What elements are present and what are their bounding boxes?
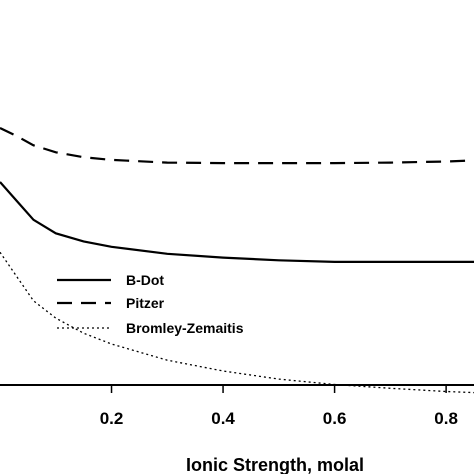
legend-label: Bromley-Zemaitis — [126, 320, 244, 336]
series-line-bromley-zemaitis — [0, 251, 474, 394]
x-tick-label: 0.4 — [211, 409, 235, 428]
series-line-b-dot — [0, 181, 474, 263]
x-tick-label: 0.2 — [100, 409, 124, 428]
x-tick-label: 0.8 — [434, 409, 458, 428]
series-layer — [0, 127, 474, 394]
x-tick-label: 0.6 — [323, 409, 347, 428]
series-line-pitzer — [0, 127, 474, 165]
legend-label: Pitzer — [126, 295, 165, 311]
x-axis-label: Ionic Strength, molal — [186, 455, 364, 474]
legend: B-Dot Pitzer Bromley-Zemaitis — [57, 272, 244, 336]
x-ticks: 0.2 0.4 0.6 0.8 — [100, 385, 458, 428]
legend-label: B-Dot — [126, 272, 164, 288]
